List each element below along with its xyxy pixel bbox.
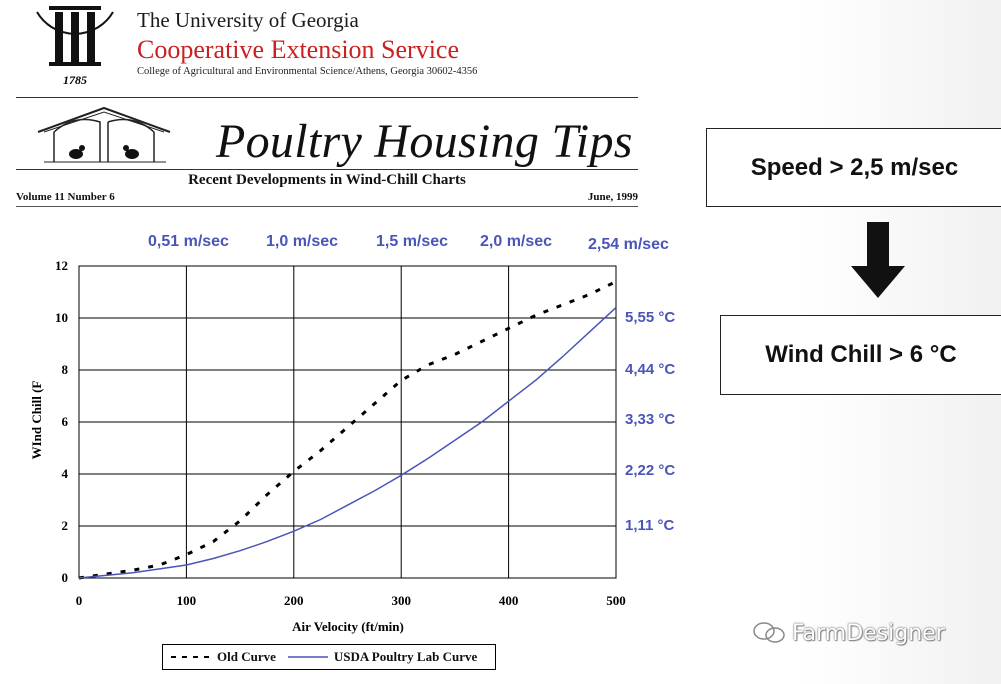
legend-item-old-curve: Old Curve	[169, 649, 276, 665]
y-tick-label: 8	[62, 362, 69, 377]
x-tick-label: 500	[606, 593, 626, 608]
speed-callout-text: Speed > 2,5 m/sec	[750, 153, 959, 181]
y-tick-label: 10	[55, 310, 68, 325]
x-tick-label: 400	[499, 593, 519, 608]
y-tick-label: 6	[62, 414, 69, 429]
x-tick-label: 100	[177, 593, 197, 608]
wind-chill-callout-box: Wind Chill > 6 °C	[720, 315, 1001, 395]
speed-label: 1,5 m/sec	[376, 233, 449, 250]
speed-label: 0,51 m/sec	[148, 233, 229, 250]
solid-line-swatch-icon	[287, 656, 328, 658]
y-tick-label: 12	[55, 258, 68, 273]
celsius-label: 1,11 °C	[625, 517, 675, 534]
series-line-usda-curve	[78, 307, 617, 579]
wind-chill-callout-text: Wind Chill > 6 °C	[765, 341, 957, 368]
y-tick-label: 4	[62, 466, 69, 481]
legend-label: USDA Poultry Lab Curve	[333, 649, 478, 664]
y-tick-label: 0	[62, 570, 69, 585]
volume-number: Volume 11 Number 6	[16, 191, 115, 203]
speed-label: 1,0 m/sec	[266, 233, 339, 250]
x-axis-label: Air Velocity (ft/min)	[292, 619, 404, 634]
chat-bubble-icon	[753, 622, 785, 643]
wind-chill-chart: 0 100 200 300 400 500 0 2 4 6 8 10 12 Air Velocity (…	[29, 258, 626, 634]
article-subtitle: Recent Developments in Wind-Chill Charts	[188, 172, 466, 188]
uga-seal-logo: 1785	[36, 6, 114, 87]
x-tick-label: 300	[391, 593, 411, 608]
speed-label: 2,0 m/sec	[480, 233, 553, 250]
newsletter-title: Poultry Housing Tips	[216, 115, 633, 168]
college-address: College of Agricultural and Environmenta…	[137, 66, 478, 77]
university-name: The University of Georgia	[137, 8, 359, 32]
title-divider	[16, 169, 638, 170]
y-tick-label: 2	[62, 518, 69, 533]
celsius-label: 5,55 °C	[625, 309, 676, 326]
speed-label: 2,54 m/sec	[588, 236, 669, 253]
dashed-line-swatch-icon	[171, 656, 211, 658]
watermark-text: FarmDesigner	[792, 620, 945, 646]
chart-legend: Old Curve USDA Poultry Lab Curve	[162, 644, 496, 670]
svg-text:1785: 1785	[63, 73, 87, 87]
celsius-label: 2,22 °C	[625, 462, 676, 479]
header-divider	[16, 97, 638, 98]
legend-label: Old Curve	[217, 649, 276, 664]
x-tick-label: 0	[76, 593, 83, 608]
issue-date: June, 1999	[587, 191, 638, 203]
arrow-down-icon	[851, 222, 905, 298]
extension-service-name: Cooperative Extension Service	[137, 35, 460, 64]
watermark: FarmDesigner	[752, 620, 945, 646]
celsius-label: 4,44 °C	[625, 361, 676, 378]
poultry-house-logo-icon	[37, 106, 171, 163]
legend-item-usda-curve: USDA Poultry Lab Curve	[286, 649, 477, 665]
x-tick-label: 200	[284, 593, 304, 608]
celsius-label: 3,33 °C	[625, 411, 676, 428]
issue-divider	[16, 206, 638, 207]
y-axis-label: WInd Chill (F	[29, 381, 44, 460]
speed-callout-box: Speed > 2,5 m/sec	[706, 128, 1001, 207]
